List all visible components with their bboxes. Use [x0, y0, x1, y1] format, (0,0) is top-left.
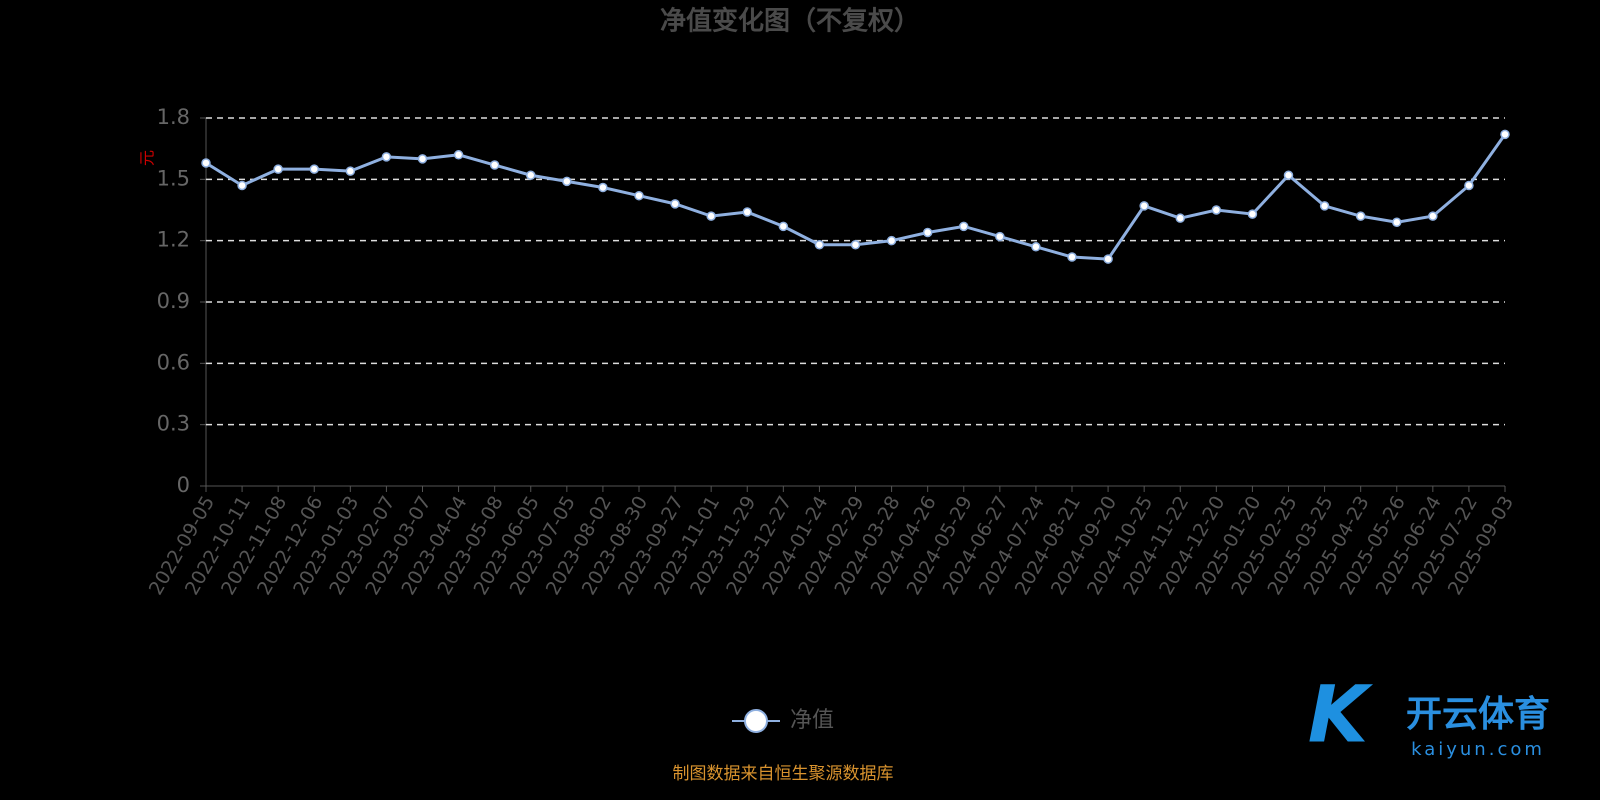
chart-title: 净值变化图（不复权）	[660, 6, 920, 37]
data-point	[1067, 252, 1077, 262]
data-point	[922, 227, 933, 238]
data-point	[273, 164, 283, 174]
watermark: K 开云体育 kaiyun.com	[1308, 670, 1550, 760]
watermark-name: 开云体育	[1406, 694, 1550, 735]
data-point	[1392, 217, 1402, 228]
y-tick-label: 0.6	[157, 350, 190, 374]
data-point	[201, 158, 211, 168]
legend-label[interactable]: 净值	[790, 708, 834, 733]
data-point	[706, 211, 716, 221]
source-note: 制图数据来自恒生聚源数据库	[673, 764, 894, 784]
data-point	[417, 154, 428, 164]
data-point	[453, 150, 464, 160]
data-point	[778, 221, 789, 232]
data-point	[1464, 180, 1474, 191]
data-point	[1319, 201, 1330, 211]
y-tick-label: 1.5	[157, 166, 190, 190]
data-point	[995, 231, 1005, 242]
data-point	[1500, 129, 1510, 140]
data-point	[1428, 211, 1438, 221]
y-tick-label: 0	[177, 473, 190, 497]
y-tick-label: 0.3	[157, 412, 190, 436]
data-point	[1175, 213, 1185, 223]
data-point	[1247, 209, 1258, 219]
data-point	[1139, 201, 1149, 211]
data-point	[850, 240, 861, 250]
y-tick-label: 1.2	[157, 228, 190, 252]
data-point	[598, 182, 608, 193]
data-point	[381, 152, 392, 162]
y-tick-label: 0.9	[157, 289, 190, 313]
data-point	[526, 170, 536, 180]
data-point	[1031, 242, 1041, 252]
data-point	[959, 221, 969, 232]
data-point	[814, 240, 825, 250]
data-point	[670, 199, 680, 209]
data-point	[1103, 254, 1113, 264]
data-point	[886, 235, 897, 246]
data-point	[1211, 205, 1222, 215]
data-point	[309, 164, 319, 174]
watermark-logo: K	[1308, 670, 1374, 760]
data-point	[489, 160, 500, 170]
legend-marker	[744, 709, 768, 733]
y-axis-label: 元	[138, 150, 157, 166]
data-point	[345, 166, 356, 176]
watermark-url: kaiyun.com	[1411, 739, 1545, 760]
data-point	[1355, 211, 1366, 221]
data-point	[562, 176, 572, 187]
data-point	[1283, 170, 1294, 180]
data-point	[742, 207, 752, 217]
data-point	[634, 190, 644, 201]
data-point	[237, 180, 247, 191]
y-tick-label: 1.8	[157, 105, 190, 129]
